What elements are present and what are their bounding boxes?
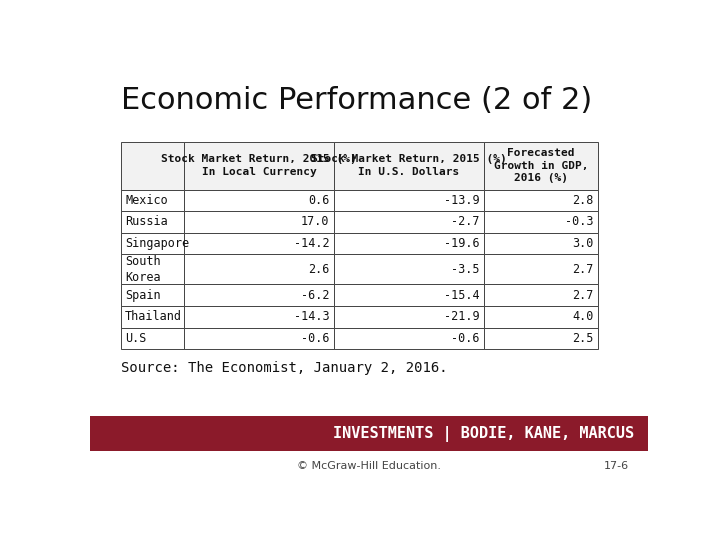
Text: Russia: Russia xyxy=(125,215,168,228)
Bar xyxy=(184,254,334,285)
Bar xyxy=(484,190,598,211)
Text: -13.9: -13.9 xyxy=(444,194,480,207)
Bar xyxy=(334,141,484,190)
Text: -21.9: -21.9 xyxy=(444,310,480,323)
Bar xyxy=(121,233,184,254)
Bar xyxy=(484,211,598,233)
Text: 17.0: 17.0 xyxy=(301,215,330,228)
Bar xyxy=(90,416,648,451)
Text: © McGraw-Hill Education.: © McGraw-Hill Education. xyxy=(297,461,441,471)
Bar xyxy=(334,328,484,349)
Bar xyxy=(484,233,598,254)
Bar xyxy=(484,306,598,328)
Text: 2.7: 2.7 xyxy=(572,289,593,302)
Bar xyxy=(484,285,598,306)
Text: Singapore: Singapore xyxy=(125,237,189,250)
Text: 4.0: 4.0 xyxy=(572,310,593,323)
Text: 0.6: 0.6 xyxy=(308,194,330,207)
Bar xyxy=(121,141,184,190)
Text: Mexico: Mexico xyxy=(125,194,168,207)
Text: Stock Market Return, 2015 (%)
In U.S. Dollars: Stock Market Return, 2015 (%) In U.S. Do… xyxy=(311,154,507,177)
Text: -0.6: -0.6 xyxy=(451,332,480,345)
Text: INVESTMENTS | BODIE, KANE, MARCUS: INVESTMENTS | BODIE, KANE, MARCUS xyxy=(333,426,634,442)
Bar xyxy=(184,141,334,190)
Bar xyxy=(334,233,484,254)
Bar xyxy=(484,328,598,349)
Text: Source: The Economist, January 2, 2016.: Source: The Economist, January 2, 2016. xyxy=(121,361,447,375)
Bar xyxy=(121,328,184,349)
Text: -19.6: -19.6 xyxy=(444,237,480,250)
Text: Thailand: Thailand xyxy=(125,310,182,323)
Text: 2.7: 2.7 xyxy=(572,263,593,276)
Bar xyxy=(484,141,598,190)
Bar xyxy=(184,211,334,233)
Bar xyxy=(334,306,484,328)
Text: Stock Market Return, 2015 (%)
In Local Currency: Stock Market Return, 2015 (%) In Local C… xyxy=(161,154,357,177)
Text: Forecasted
Growth in GDP,
2016 (%): Forecasted Growth in GDP, 2016 (%) xyxy=(494,148,588,183)
Text: -0.3: -0.3 xyxy=(565,215,593,228)
Bar xyxy=(334,285,484,306)
Text: 3.0: 3.0 xyxy=(572,237,593,250)
Text: 17-6: 17-6 xyxy=(603,461,629,471)
Bar xyxy=(184,190,334,211)
Bar xyxy=(184,233,334,254)
Text: Economic Performance (2 of 2): Economic Performance (2 of 2) xyxy=(121,85,592,114)
Text: -6.2: -6.2 xyxy=(301,289,330,302)
Text: 2.6: 2.6 xyxy=(308,263,330,276)
Bar xyxy=(334,190,484,211)
Text: -14.2: -14.2 xyxy=(294,237,330,250)
Text: -3.5: -3.5 xyxy=(451,263,480,276)
Bar xyxy=(121,211,184,233)
Bar xyxy=(121,254,184,285)
Bar xyxy=(121,190,184,211)
Bar xyxy=(121,285,184,306)
Text: -0.6: -0.6 xyxy=(301,332,330,345)
Bar xyxy=(184,285,334,306)
Bar xyxy=(184,328,334,349)
Text: -15.4: -15.4 xyxy=(444,289,480,302)
Bar xyxy=(334,254,484,285)
Bar xyxy=(184,306,334,328)
Bar xyxy=(484,254,598,285)
Text: -14.3: -14.3 xyxy=(294,310,330,323)
Bar xyxy=(121,306,184,328)
Text: 2.8: 2.8 xyxy=(572,194,593,207)
Text: South
Korea: South Korea xyxy=(125,255,161,284)
Text: U.S: U.S xyxy=(125,332,147,345)
Text: -2.7: -2.7 xyxy=(451,215,480,228)
Text: 2.5: 2.5 xyxy=(572,332,593,345)
Bar xyxy=(334,211,484,233)
Text: Spain: Spain xyxy=(125,289,161,302)
